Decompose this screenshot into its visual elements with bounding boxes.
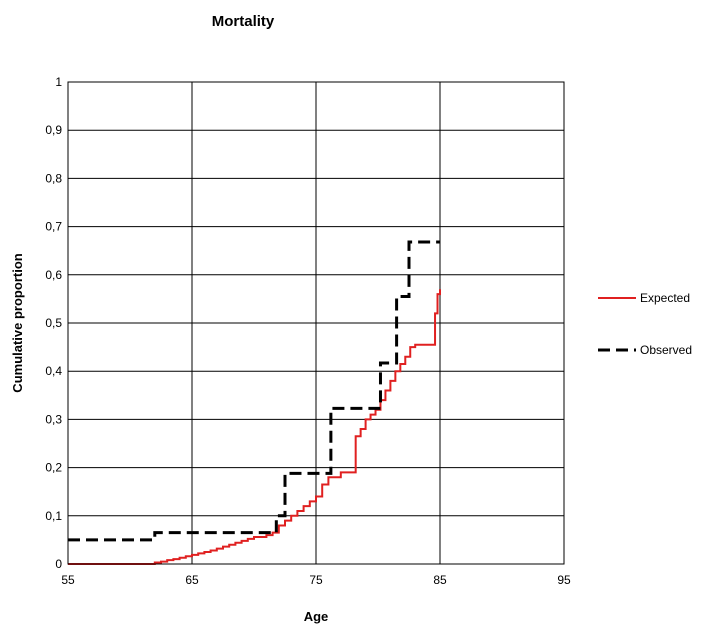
grid (67, 81, 565, 565)
y-tick-label: 0,9 (45, 123, 62, 137)
y-tick-labels: 0 0,1 0,2 0,3 0,4 0,5 0,6 0,7 0,8 0,9 1 (45, 75, 62, 571)
series-line-observed (68, 240, 440, 542)
y-tick-label: 0,6 (45, 268, 62, 282)
x-axis-label: Age (304, 609, 329, 624)
series-lines (68, 240, 441, 565)
x-tick-label: 55 (61, 573, 75, 587)
plot-area (67, 81, 565, 565)
x-tick-label: 65 (185, 573, 199, 587)
y-tick-label: 0,8 (45, 171, 62, 185)
y-axis-label: Cumulative proportion (10, 253, 25, 392)
chart-title: Mortality (212, 13, 275, 30)
legend: Expected Observed (598, 291, 692, 357)
x-tick-label: 75 (309, 573, 323, 587)
y-tick-label: 0,3 (45, 412, 62, 426)
x-tick-labels: 55 65 75 85 95 (61, 573, 571, 587)
y-tick-label: 0,5 (45, 316, 62, 330)
legend-label-expected: Expected (640, 291, 690, 305)
y-tick-label: 0,4 (45, 364, 62, 378)
series-line-expected (68, 289, 441, 565)
y-tick-label: 0,2 (45, 461, 62, 475)
x-tick-label: 95 (557, 573, 571, 587)
y-tick-label: 1 (55, 75, 62, 89)
y-tick-label: 0 (55, 557, 62, 571)
x-tick-label: 85 (433, 573, 447, 587)
y-tick-label: 0,7 (45, 220, 62, 234)
y-tick-label: 0,1 (45, 509, 62, 523)
legend-label-observed: Observed (640, 343, 692, 357)
